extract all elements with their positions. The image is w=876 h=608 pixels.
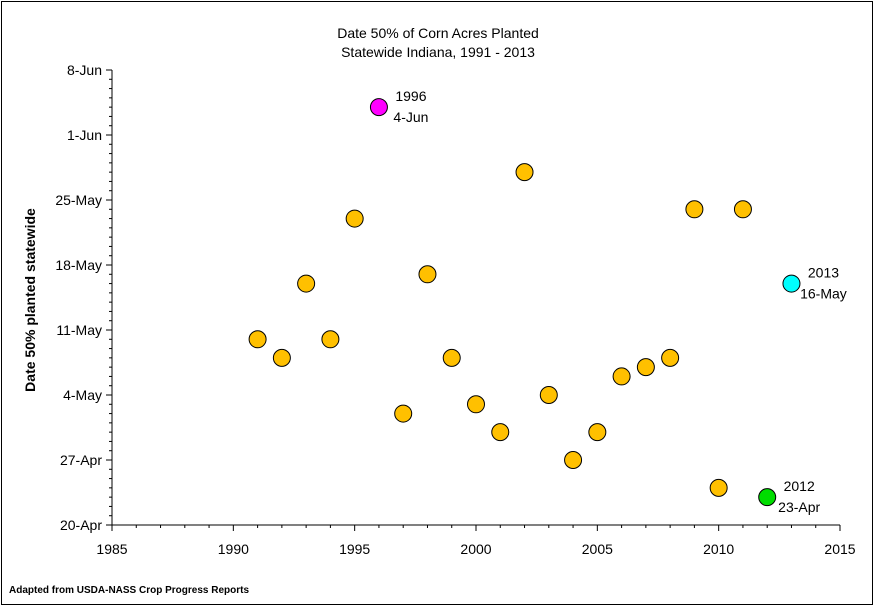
axes: [111, 70, 840, 526]
y-tick-label: 4-May: [63, 387, 102, 403]
x-tick-label: 2000: [460, 541, 491, 557]
y-tick-label: 25-May: [55, 192, 102, 208]
annotation-year-2012: 2012: [784, 478, 815, 494]
data-point-2012: [758, 488, 777, 507]
y-tick-label: 8-Jun: [67, 62, 102, 78]
x-tick-label: 2015: [824, 541, 855, 557]
data-point-2005: [588, 423, 607, 442]
source-note: Adapted from USDA-NASS Crop Progress Rep…: [9, 585, 250, 596]
data-point-2008: [661, 348, 680, 367]
y-tick-label: 18-May: [55, 257, 102, 273]
x-tick-label: 1985: [96, 541, 127, 557]
data-point-2001: [491, 423, 510, 442]
data-point-2006: [612, 367, 631, 386]
data-point-2000: [467, 395, 485, 414]
data-point-1996: [369, 98, 388, 117]
data-point-1998: [418, 265, 437, 284]
annotation-date-2012: 23-Apr: [778, 499, 820, 515]
data-points: [248, 98, 801, 507]
data-point-2007: [636, 358, 655, 377]
data-point-1993: [297, 274, 316, 293]
chart-title: Date 50% of Corn Acres Planted Statewide…: [2, 24, 874, 62]
y-tick-label: 20-Apr: [60, 517, 102, 533]
data-point-2009: [685, 200, 704, 219]
y-tick-label: 1-Jun: [67, 127, 102, 143]
data-point-1994: [321, 330, 340, 349]
data-point-1999: [442, 348, 461, 367]
data-point-2004: [564, 451, 583, 469]
x-tick-label: 2005: [582, 541, 613, 557]
data-point-1991: [248, 330, 267, 349]
x-tick-label: 1990: [218, 541, 249, 557]
data-point-2013: [782, 274, 801, 293]
annotation-year-2013: 2013: [808, 265, 839, 281]
y-tick-label: 11-May: [56, 322, 102, 338]
chart-subtitle: Statewide Indiana, 1991 - 2013: [341, 44, 535, 60]
x-tick-label: 2010: [703, 541, 734, 557]
data-point-2003: [539, 386, 558, 404]
data-point-1992: [272, 348, 291, 367]
y-axis-label: Date 50% planted statewide: [22, 208, 38, 392]
data-point-2002: [515, 163, 534, 182]
data-point-2010: [709, 478, 728, 497]
annotation-date-2013: 16-May: [800, 286, 847, 302]
chart-title-line1: Date 50% of Corn Acres Planted: [337, 25, 539, 41]
annotation-date-1996: 4-Jun: [393, 109, 428, 125]
x-axis-ticks: 1985 1990 1995 2000 2005 2010 2015: [96, 525, 856, 557]
x-tick-label: 1995: [339, 541, 370, 557]
data-point-2011: [733, 200, 752, 219]
data-point-1997: [394, 404, 413, 423]
y-axis-ticks: 20-Apr 27-Apr 4-May 11-May 18-May 25-May 1-Jun…: [55, 62, 112, 533]
data-point-1995: [345, 209, 364, 228]
annotations: 1996 4-Jun 2013 16-May 2012 23-Apr: [393, 88, 846, 515]
y-tick-label: 27-Apr: [60, 452, 102, 468]
annotation-year-1996: 1996: [395, 88, 426, 104]
